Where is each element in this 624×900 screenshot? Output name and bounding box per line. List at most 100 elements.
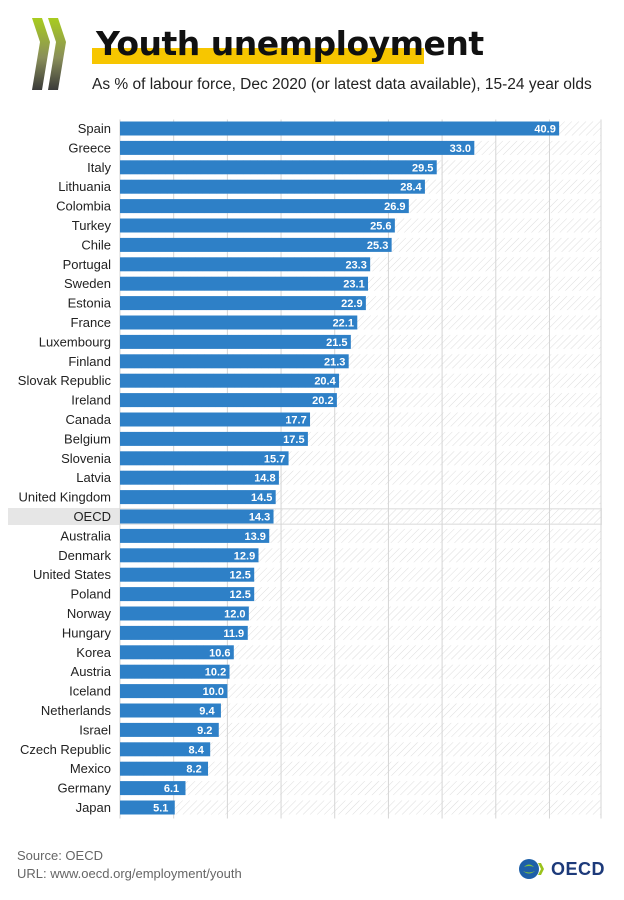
bar <box>120 587 255 602</box>
category-label: Netherlands <box>41 703 112 718</box>
value-label: 33.0 <box>450 143 471 155</box>
category-label: Israel <box>79 722 111 737</box>
bar <box>120 800 175 815</box>
value-label: 8.4 <box>189 744 205 756</box>
bar <box>120 664 230 679</box>
value-label: 10.2 <box>205 667 226 679</box>
category-label: France <box>71 315 111 330</box>
bar <box>120 179 425 194</box>
bar <box>120 199 409 214</box>
category-label: Czech Republic <box>20 742 112 757</box>
value-label: 17.5 <box>283 434 304 446</box>
value-label: 11.9 <box>223 628 244 640</box>
bar <box>120 334 351 349</box>
value-label: 14.5 <box>251 492 272 504</box>
value-label: 15.7 <box>264 453 285 465</box>
category-label: Norway <box>67 606 112 621</box>
page-subtitle: As % of labour force, Dec 2020 (or lates… <box>92 76 592 93</box>
bar <box>120 684 228 699</box>
category-label: Turkey <box>72 218 112 233</box>
bar <box>120 160 437 175</box>
value-label: 13.9 <box>245 531 266 543</box>
value-label: 9.2 <box>197 725 212 737</box>
category-label: Portugal <box>63 257 112 272</box>
bar <box>120 373 340 388</box>
category-label: Iceland <box>69 684 111 699</box>
value-label: 10.6 <box>209 647 230 659</box>
row-background <box>120 645 601 660</box>
category-label: Colombia <box>56 199 112 214</box>
bar <box>120 315 358 330</box>
bar <box>120 509 274 524</box>
row-background <box>120 684 601 699</box>
row-background <box>120 722 601 737</box>
category-label: Italy <box>87 160 111 175</box>
category-label: Canada <box>65 412 111 427</box>
category-label: Lithuania <box>58 179 112 194</box>
category-label: Slovenia <box>61 451 112 466</box>
bar <box>120 354 349 369</box>
value-label: 29.5 <box>412 162 433 174</box>
page-title: Youth unemployment <box>96 24 484 63</box>
category-label: Germany <box>58 781 112 796</box>
value-label: 12.0 <box>224 609 245 621</box>
value-label: 23.3 <box>345 259 366 271</box>
category-label: Sweden <box>64 276 111 291</box>
category-label: Austria <box>71 664 112 679</box>
value-label: 20.2 <box>312 395 333 407</box>
value-label: 26.9 <box>384 201 405 213</box>
bar <box>120 722 219 737</box>
category-label: Hungary <box>62 625 112 640</box>
bar <box>120 490 276 505</box>
value-label: 12.9 <box>234 550 255 562</box>
oecd-logo: OECD <box>518 858 605 880</box>
oecd-logo-icon <box>519 859 544 879</box>
value-label: 22.9 <box>341 298 362 310</box>
row-background <box>120 703 601 718</box>
bar <box>120 431 308 446</box>
value-label: 21.5 <box>326 337 347 349</box>
category-label: Denmark <box>58 548 111 563</box>
bar <box>120 703 221 718</box>
value-label: 14.3 <box>249 512 270 524</box>
category-label: Poland <box>71 587 111 602</box>
bar <box>120 451 289 466</box>
value-label: 20.4 <box>314 376 336 388</box>
value-label: 12.5 <box>229 570 250 582</box>
category-label: Greece <box>68 140 111 155</box>
oecd-chevron-icon <box>32 18 66 90</box>
category-label: Chile <box>81 237 111 252</box>
bar-chart: Spain 40.9 Greece 33.0 Italy 29.5 Lithuania 28.… <box>8 119 602 819</box>
oecd-logo-text: OECD <box>551 858 606 879</box>
bar <box>120 276 369 291</box>
bar <box>120 781 186 796</box>
bar <box>120 218 395 233</box>
bar <box>120 470 279 485</box>
bar <box>120 548 259 563</box>
bar <box>120 393 337 408</box>
value-label: 25.3 <box>367 240 388 252</box>
value-label: 17.7 <box>285 415 306 427</box>
value-label: 25.6 <box>370 221 391 233</box>
bar <box>120 121 560 136</box>
bar <box>120 625 248 640</box>
row-background <box>120 800 601 815</box>
bar <box>120 412 311 427</box>
value-label: 21.3 <box>324 356 345 368</box>
category-label: Australia <box>60 528 111 543</box>
category-label: Latvia <box>76 470 111 485</box>
source-url-link[interactable]: URL: www.oecd.org/employment/youth <box>17 866 242 881</box>
row-background <box>120 664 601 679</box>
value-label: 23.1 <box>343 279 364 291</box>
category-label: OECD <box>73 509 111 524</box>
category-label: United Kingdom <box>19 490 112 505</box>
value-label: 9.4 <box>199 706 215 718</box>
value-label: 28.4 <box>400 182 422 194</box>
category-label: Korea <box>76 645 111 660</box>
value-label: 40.9 <box>534 124 555 136</box>
value-label: 8.2 <box>186 764 201 776</box>
title-highlight <box>92 48 424 64</box>
bar <box>120 296 366 311</box>
row-background <box>120 742 601 757</box>
category-label: Ireland <box>71 393 111 408</box>
